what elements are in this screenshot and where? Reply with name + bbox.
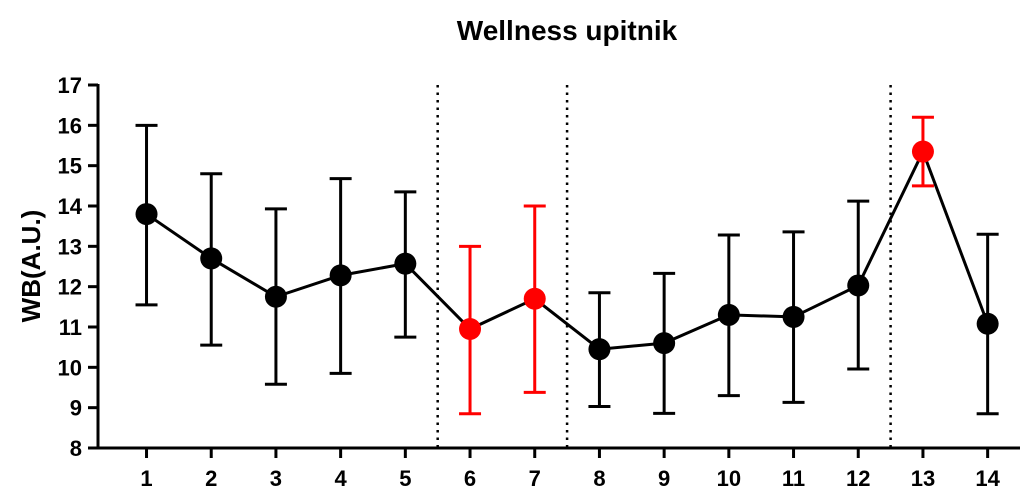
x-tick-label: 4	[335, 466, 348, 491]
x-tick-label: 14	[975, 466, 1000, 491]
y-tick-label: 14	[58, 194, 83, 219]
x-tick-label: 9	[658, 466, 670, 491]
x-tick-label: 1	[140, 466, 152, 491]
y-tick-label: 16	[58, 113, 82, 138]
y-tick-label: 11	[59, 315, 82, 340]
y-axis-title: WB(A.U.)	[16, 210, 46, 323]
x-tick-label: 11	[782, 466, 805, 491]
chart-title: Wellness upitnik	[457, 15, 678, 46]
x-tick-label: 10	[717, 466, 741, 491]
data-point	[782, 305, 805, 328]
x-tick-label: 13	[911, 466, 935, 491]
y-tick-label: 15	[58, 154, 82, 179]
y-tick-label: 17	[58, 73, 82, 98]
x-tick-label: 12	[846, 466, 870, 491]
data-point	[911, 140, 934, 163]
x-tick-label: 6	[464, 466, 476, 491]
y-tick-label: 9	[70, 396, 82, 421]
data-point	[653, 332, 676, 355]
data-point	[717, 303, 740, 326]
data-point	[976, 312, 999, 335]
data-point	[200, 247, 223, 270]
x-tick-label: 8	[593, 466, 605, 491]
y-tick-label: 10	[58, 355, 82, 380]
data-point	[459, 318, 482, 341]
data-point	[847, 274, 870, 297]
data-point	[394, 252, 417, 275]
data-point	[135, 203, 158, 226]
y-tick-label: 12	[58, 275, 82, 300]
x-tick-label: 5	[399, 466, 411, 491]
data-point	[264, 285, 287, 308]
data-point	[329, 264, 352, 287]
x-tick-label: 7	[529, 466, 541, 491]
x-tick-label: 3	[270, 466, 282, 491]
y-tick-label: 13	[58, 234, 82, 259]
x-tick-label: 2	[205, 466, 217, 491]
data-point	[523, 287, 546, 310]
y-tick-label: 8	[70, 436, 82, 461]
series-line	[145, 147, 990, 351]
data-point	[588, 338, 611, 361]
